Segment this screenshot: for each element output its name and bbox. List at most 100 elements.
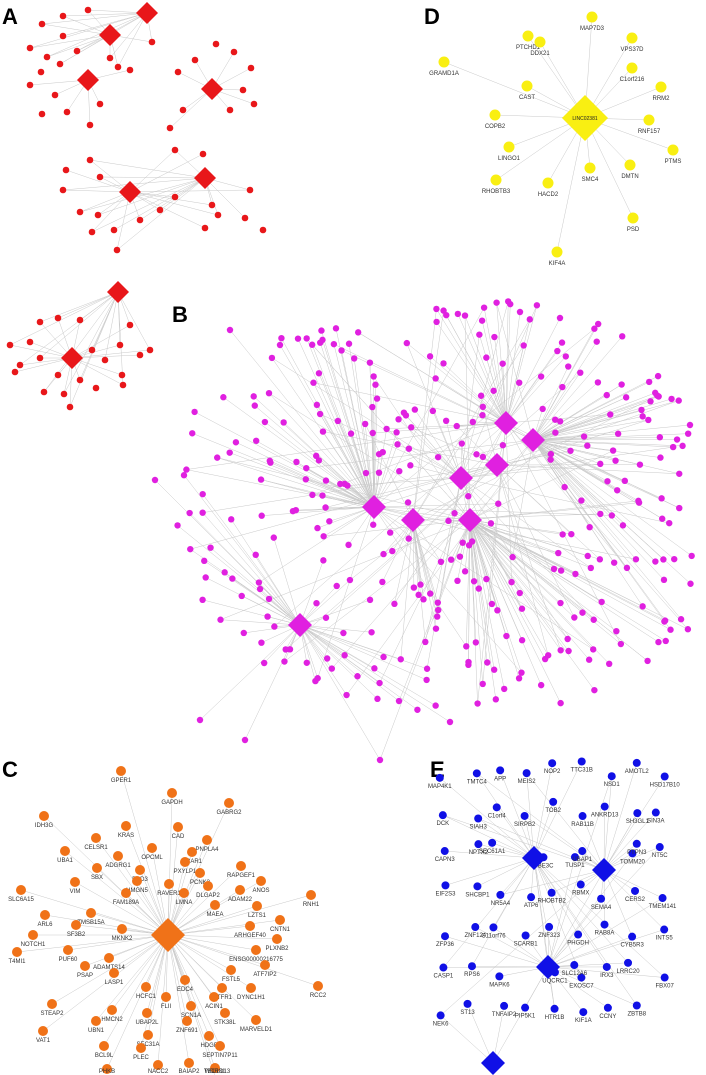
network-edge [412,308,437,521]
gene-node [590,616,597,623]
network-edge [469,519,568,640]
network-edge [299,624,427,681]
network-edge [14,357,73,373]
network-edge [547,966,665,978]
node-label: RRM2 [652,96,670,102]
network-edge [261,506,375,516]
gene-node [370,521,377,528]
gene-node [632,839,641,848]
network-edge [469,519,688,630]
gene-node [660,556,667,563]
gene-node [624,958,633,967]
network-edge [167,934,252,989]
network-edge [9,344,73,359]
gene-node [564,635,571,643]
network-edge [394,422,507,604]
gene-node [426,353,434,360]
network-edge [460,372,581,479]
gene-node [658,894,667,903]
gene-node [623,564,631,572]
gene-node [113,246,121,254]
gene-node [423,676,430,684]
node-label: ST13 [460,1010,475,1016]
gene-node [396,467,403,475]
gene-node [555,549,562,557]
network-edge [505,305,538,424]
gene-node [387,529,394,536]
gene-node [551,416,559,423]
network-edge [129,191,213,206]
gene-node [121,821,131,831]
network-edge [532,439,683,447]
gene-node [393,429,400,436]
gene-node [628,849,637,858]
network-edge [89,159,206,179]
gene-node [423,665,431,672]
gene-node [597,894,606,903]
gene-node [12,947,22,957]
network-edge [373,506,522,673]
node-label: ZNF691 [176,1028,198,1034]
node-label: NR5A4 [491,901,511,907]
lncrna-hub-node [136,2,158,24]
gene-node [579,1008,588,1017]
node-label: TNFAIP2 [492,1012,517,1018]
network-edge [113,177,206,231]
gene-node [80,961,90,971]
node-label: ANOS [252,888,269,894]
gene-node [475,585,483,592]
network-edge [217,457,471,521]
gene-node [116,766,126,776]
gene-node [500,685,508,693]
network-edge [532,382,599,441]
gene-node [668,395,675,403]
gene-node [167,788,177,798]
network-edge [224,572,301,626]
gene-node [228,516,235,523]
gene-node [492,803,501,812]
gene-node [191,56,199,64]
gene-node [651,808,660,817]
gene-node [271,623,278,630]
node-label: GABRG2 [216,810,242,816]
node-label: RAB8A [595,931,615,937]
network-edge [117,291,124,386]
node-label: GPER1 [111,778,132,784]
gene-node [164,879,174,889]
network-edge [460,463,601,479]
gene-node [432,702,439,709]
network-edge [478,818,535,859]
gene-node [37,68,45,76]
gene-node [454,577,461,585]
gene-node [266,457,273,465]
gene-node [182,1016,192,1026]
network-edge [349,464,498,581]
gene-node [438,811,447,820]
gene-node [408,424,415,431]
network-edge [475,926,549,968]
gene-node [491,333,498,341]
gene-node [102,1064,112,1074]
node-label: PTPN3 [627,850,647,856]
lncrna-hub-node [288,613,312,637]
gene-node [654,392,661,399]
gene-node [224,798,234,808]
network-edge [471,965,549,968]
gene-node [180,472,188,479]
network-edge [269,460,375,508]
gene-node [547,450,555,458]
gene-node [474,814,483,823]
gene-node [556,314,564,322]
gene-node [265,389,273,397]
gene-node [328,665,336,672]
gene-node [261,418,269,426]
network-edge [117,12,148,68]
network-edge [469,519,542,686]
network-edge [505,301,509,424]
gene-node [500,1001,509,1010]
gene-node [568,530,575,538]
network-edge [65,169,131,193]
gene-node [478,317,486,324]
network-edge [476,773,535,859]
network-edge [325,464,498,508]
